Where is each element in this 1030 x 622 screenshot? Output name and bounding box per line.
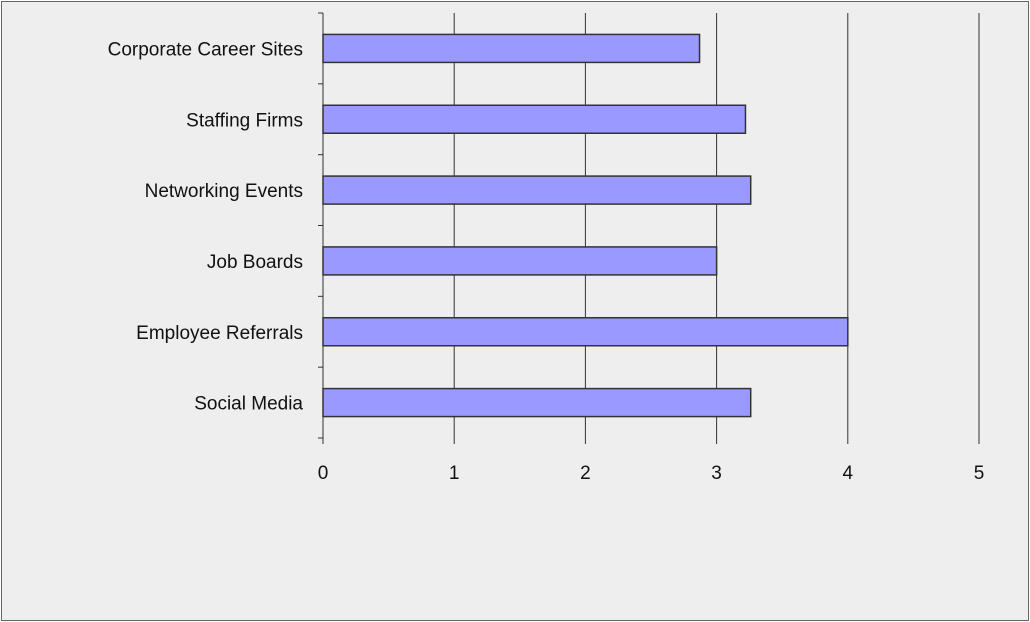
category-label-networking-events: Networking Events	[145, 181, 303, 202]
bar-staffing-firms	[322, 104, 747, 134]
x-tick-label-2: 2	[580, 463, 591, 484]
x-tick-label-4: 4	[843, 463, 854, 484]
category-label-job-boards: Job Boards	[207, 252, 303, 273]
x-tick-label-1: 1	[449, 463, 460, 484]
category-label-staffing-firms: Staffing Firms	[186, 110, 303, 131]
x-tick-label-3: 3	[711, 463, 722, 484]
category-label-social-media: Social Media	[194, 394, 303, 415]
labels: 0 1 2 3 4 5 Corporate Career Sites Staffing Fir…	[108, 39, 985, 484]
x-tick-label-5: 5	[974, 463, 985, 484]
x-tick-label-0: 0	[318, 463, 329, 484]
axes	[318, 12, 980, 444]
bar-networking-events	[322, 175, 752, 205]
bar-job-boards	[322, 246, 718, 276]
bar-employee-referrals	[322, 317, 849, 347]
bar-social-media	[322, 387, 752, 418]
bar-corporate-career-sites	[322, 33, 701, 64]
category-label-employee-referrals: Employee Referrals	[136, 323, 303, 344]
category-label-corporate-career-sites: Corporate Career Sites	[108, 39, 303, 60]
gridlines	[453, 13, 980, 438]
